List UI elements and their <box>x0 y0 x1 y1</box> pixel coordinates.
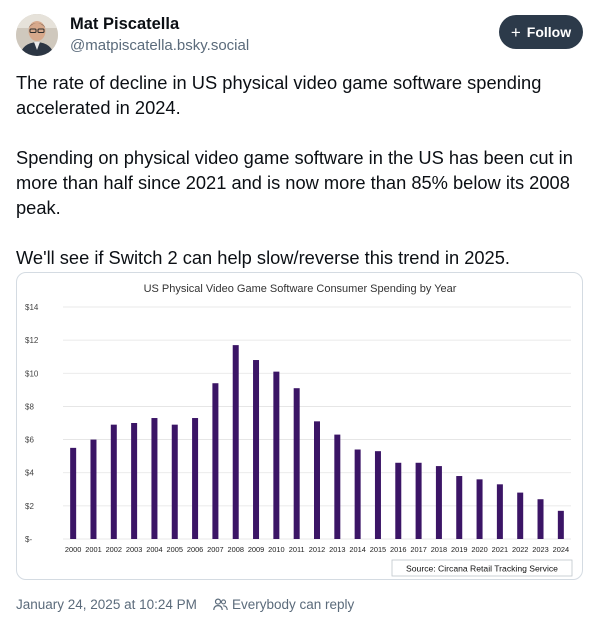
x-tick-label: 2013 <box>329 545 345 554</box>
chart-bar <box>476 479 483 539</box>
x-tick-label: 2014 <box>349 545 365 554</box>
chart-bar <box>151 418 158 539</box>
post-paragraph-1: The rate of decline in US physical video… <box>16 72 542 118</box>
chart-bar <box>171 424 178 539</box>
chart-x-axis: 2000 2001 2002 2003 2004 2005 2006 2007 2008 2009… <box>65 545 569 554</box>
x-tick-label: 2017 <box>410 545 426 554</box>
post-timestamp[interactable]: January 24, 2025 at 10:24 PM <box>16 597 197 612</box>
x-tick-label: 2003 <box>126 545 142 554</box>
plus-icon: + <box>510 22 521 42</box>
chart-bar <box>354 449 361 539</box>
y-tick-label: $- <box>25 535 32 544</box>
chart-bar <box>496 484 503 539</box>
x-tick-label: 2007 <box>207 545 223 554</box>
x-tick-label: 2024 <box>553 545 569 554</box>
x-tick-label: 2022 <box>512 545 528 554</box>
avatar[interactable] <box>16 14 58 56</box>
y-tick-label: $6 <box>25 436 34 445</box>
y-tick-label: $4 <box>25 469 34 478</box>
x-tick-label: 2019 <box>451 545 467 554</box>
x-tick-label: 2020 <box>471 545 487 554</box>
x-tick-label: 2021 <box>492 545 508 554</box>
avatar-image <box>16 14 58 56</box>
x-tick-label: 2011 <box>289 545 305 554</box>
chart-source-box <box>391 559 573 577</box>
chart-bar <box>334 434 341 539</box>
x-tick-label: 2001 <box>85 545 101 554</box>
post-text: The rate of decline in US physical video… <box>16 70 586 270</box>
chart-bar <box>456 476 463 539</box>
follow-button-label: Follow <box>526 24 572 40</box>
chart-image[interactable]: US Physical Video Game Software Consumer… <box>16 272 583 580</box>
x-tick-label: 2023 <box>532 545 548 554</box>
reply-setting-label: Everybody can reply <box>232 597 355 612</box>
x-tick-label: 2004 <box>146 545 162 554</box>
y-tick-label: $12 <box>25 336 39 345</box>
x-tick-label: 2006 <box>187 545 203 554</box>
x-tick-label: 2000 <box>65 545 81 554</box>
x-tick-label: 2012 <box>309 545 325 554</box>
chart-bars <box>70 345 564 539</box>
chart-bar <box>557 510 564 539</box>
x-tick-label: 2010 <box>268 545 284 554</box>
chart-bar <box>314 421 320 539</box>
reply-setting: Everybody can reply <box>213 597 354 612</box>
x-tick-label: 2009 <box>248 545 264 554</box>
chart-bar <box>517 492 524 539</box>
bar-chart: US Physical Video Game Software Consumer… <box>25 283 573 577</box>
y-tick-label: $14 <box>25 303 39 312</box>
x-tick-label: 2015 <box>370 545 386 554</box>
chart-bar <box>131 423 138 539</box>
people-icon <box>213 598 228 611</box>
follow-button[interactable]: + Follow <box>499 15 583 49</box>
chart-bar <box>273 371 280 539</box>
chart-bar <box>90 439 97 539</box>
chart-title: US Physical Video Game Software Consumer… <box>144 283 457 295</box>
chart-bar <box>537 499 544 539</box>
chart-bar <box>415 462 422 539</box>
x-tick-label: 2005 <box>167 545 183 554</box>
x-tick-label: 2002 <box>106 545 122 554</box>
x-tick-label: 2018 <box>431 545 447 554</box>
y-tick-label: $10 <box>25 369 39 378</box>
author-name[interactable]: Mat Piscatella <box>70 15 180 33</box>
chart-bar <box>253 360 260 539</box>
chart-bar <box>110 424 117 539</box>
chart-bar <box>232 345 239 539</box>
chart-bar <box>395 462 402 539</box>
chart-y-axis: $- $2 $4 $6 $8 $10 $12 $14 <box>25 303 39 544</box>
author-handle[interactable]: @matpiscatella.bsky.social <box>70 37 250 54</box>
chart-bar <box>374 451 381 539</box>
x-tick-label: 2016 <box>390 545 406 554</box>
y-tick-label: $8 <box>25 402 34 411</box>
post-paragraph-2: Spending on physical video game software… <box>16 147 573 218</box>
chart-bar <box>70 447 77 539</box>
chart-bar <box>212 383 219 539</box>
post-paragraph-3: We'll see if Switch 2 can help slow/reve… <box>16 247 510 268</box>
chart-bar <box>293 388 300 539</box>
chart-bar <box>435 466 442 539</box>
chart-source: Source: Circana Retail Tracking Service <box>406 564 558 574</box>
x-tick-label: 2008 <box>227 545 243 554</box>
chart-bar <box>192 418 199 539</box>
y-tick-label: $2 <box>25 502 34 511</box>
